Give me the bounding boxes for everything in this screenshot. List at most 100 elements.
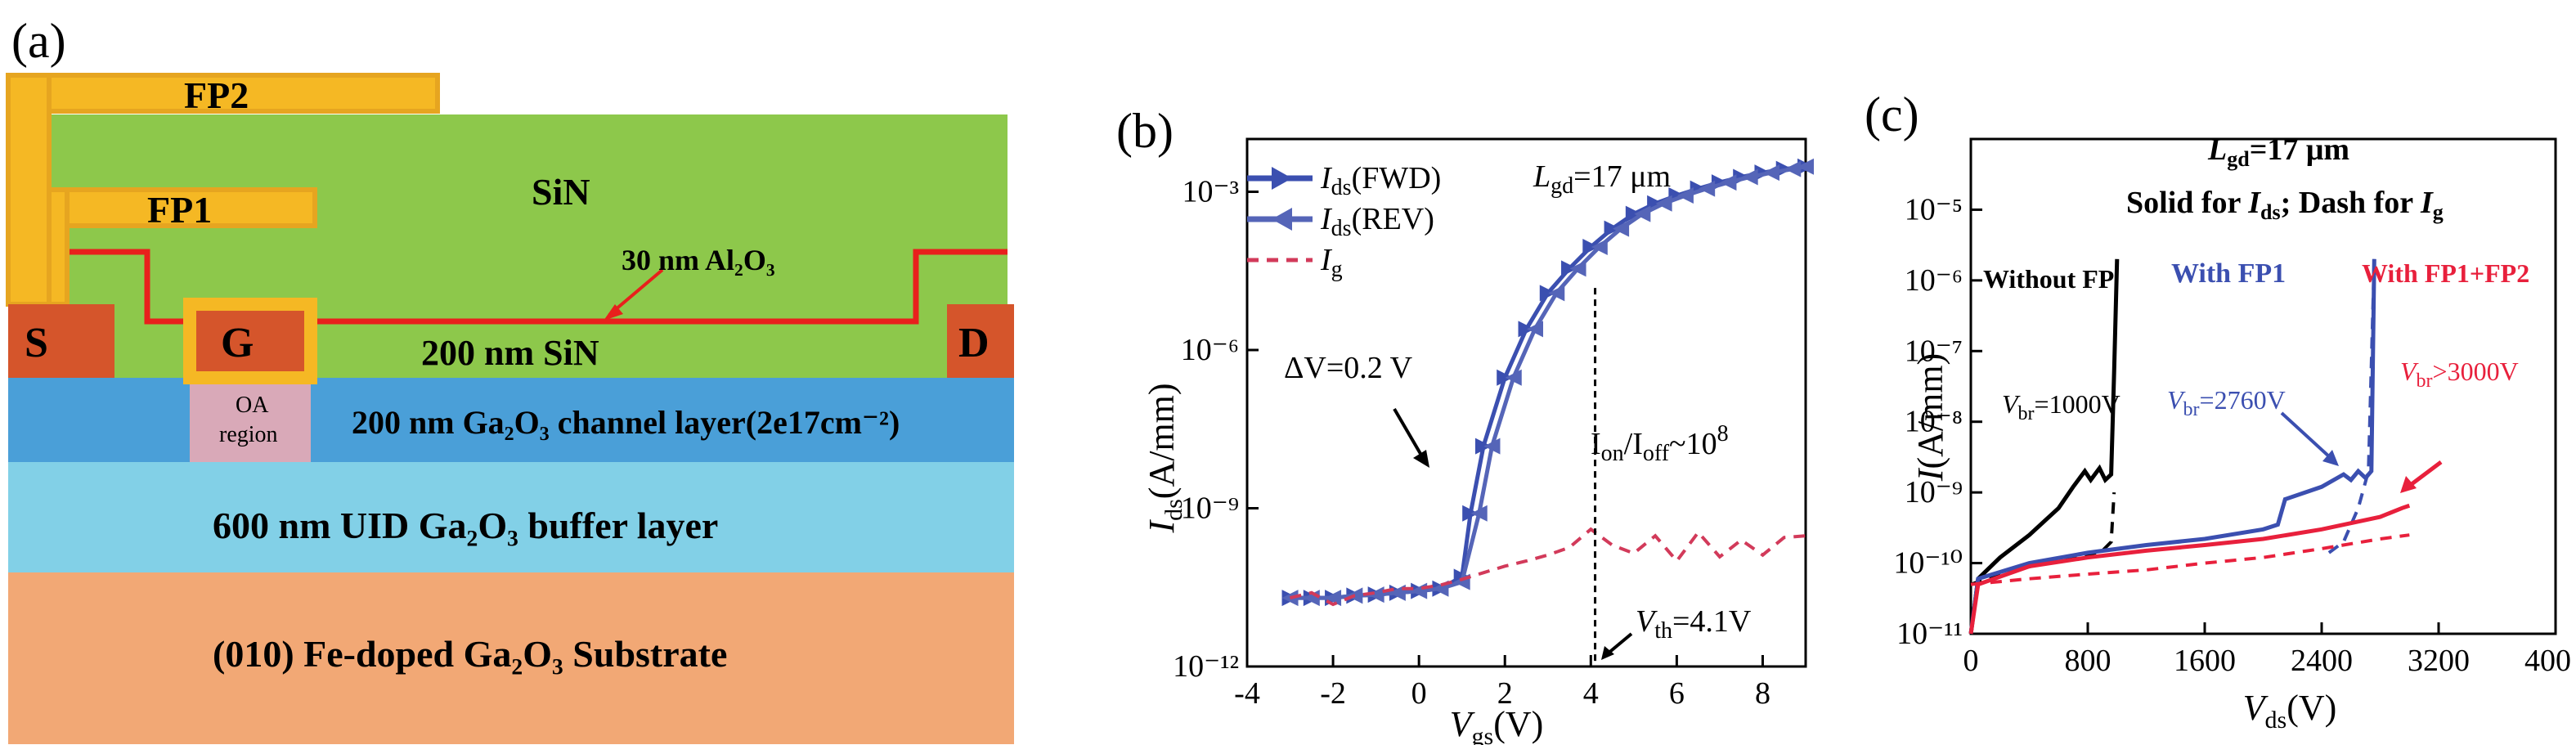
b-point-i-ds-fwd- bbox=[1462, 505, 1479, 522]
b-point-i-ds-rev- bbox=[1527, 321, 1544, 338]
b-point-i-ds-fwd- bbox=[1625, 205, 1642, 222]
sin-mid-label: 200 nm SiN bbox=[421, 333, 599, 373]
oa-label-1: OA bbox=[236, 393, 269, 418]
b-ytick-label: 10⁻⁹ bbox=[1181, 491, 1239, 526]
b-point-i-ds-rev- bbox=[1591, 238, 1608, 255]
b-ytick-label: 10⁻³ bbox=[1183, 175, 1239, 209]
b-point-i-ds-rev- bbox=[1720, 174, 1737, 191]
c-vbr3-label: Vbr>3000V bbox=[2400, 357, 2519, 392]
b-point-i-ds-rev- bbox=[1613, 220, 1630, 237]
device-cross-section: (a) FP2 FP1 SiN 30 nm Al₂O₃ S G D 200 nm… bbox=[6, 14, 1014, 744]
b-lgd-annotation: Lgd=17 μm bbox=[1533, 159, 1671, 199]
legend-fwd: Ids(FWD) bbox=[1320, 161, 1441, 200]
b-vth-annotation: Vth=4.1V bbox=[1636, 604, 1752, 644]
b-point-i-ds-rev- bbox=[1389, 584, 1406, 601]
channel-layer bbox=[8, 378, 1014, 462]
c-vbr2-pointer-head bbox=[2322, 450, 2339, 466]
c-ytick-label: 10⁻⁷ bbox=[1905, 334, 1963, 368]
b-point-i-ds-rev- bbox=[1762, 164, 1779, 182]
buffer-label: 600 nm UID Ga₂O₃ buffer layer bbox=[213, 505, 718, 546]
fp1-label: FP1 bbox=[147, 189, 212, 231]
b-point-i-ds-rev- bbox=[1470, 505, 1488, 522]
b-point-i-ds-rev- bbox=[1797, 158, 1814, 175]
c-ylabel: I(A/mm) bbox=[1910, 353, 1950, 482]
b-ytick-label: 10⁻¹² bbox=[1173, 649, 1239, 684]
oa-label-2: region bbox=[219, 422, 278, 447]
c-xtick-label: 0 bbox=[1963, 644, 1979, 678]
b-point-i-ds-rev- bbox=[1367, 586, 1384, 604]
b-point-i-ds-fwd- bbox=[1604, 220, 1621, 237]
b-xtick-label: 8 bbox=[1755, 676, 1770, 711]
c-xtick-label: 1600 bbox=[2174, 644, 2236, 678]
oa-region bbox=[190, 378, 311, 462]
b-point-i-ds-rev- bbox=[1784, 160, 1802, 177]
c-ytick-label: 10⁻⁵ bbox=[1905, 192, 1963, 227]
c-vbr1-label: Vbr=1000V bbox=[2002, 389, 2120, 424]
fp2-vertical bbox=[6, 73, 52, 307]
fp2-plate bbox=[6, 73, 440, 114]
c-vbr3-pointer-head bbox=[2400, 476, 2417, 493]
al2o3-arrow bbox=[608, 268, 664, 316]
c-plot-frame bbox=[1969, 137, 2557, 635]
b-point-i-ds-fwd- bbox=[1561, 260, 1578, 277]
gate-label: G bbox=[221, 320, 254, 366]
b-point-i-ds-rev- bbox=[1655, 195, 1672, 212]
b-series-i-g bbox=[1290, 527, 1806, 607]
b-vth-pointer bbox=[1605, 632, 1633, 656]
fp2-label: FP2 bbox=[184, 74, 249, 116]
sin-top-label: SiN bbox=[532, 171, 590, 213]
c-ytick-label: 10⁻¹¹ bbox=[1896, 617, 1963, 651]
b-point-i-ds-fwd- bbox=[1518, 321, 1535, 338]
c-xtick-label: 4000 bbox=[2524, 644, 2572, 678]
c-series-without-fp-i-g bbox=[1970, 491, 2116, 586]
c-ytick-label: 10⁻¹⁰ bbox=[1893, 546, 1963, 581]
c-xlabel: Vds(V) bbox=[2243, 688, 2337, 734]
al2o3-label: 30 nm Al₂O₃ bbox=[622, 244, 775, 276]
c-lgd-annotation: Lgd=17 μm bbox=[2207, 132, 2349, 171]
b-xlabel: Vgs(V) bbox=[1450, 704, 1544, 745]
b-legend: Ids(FWD) Ids(REV) Ig bbox=[1247, 161, 1441, 282]
source-label: S bbox=[25, 320, 48, 366]
transfer-chart: (b) -4 -2 0 2 4 6 8 10⁻¹² 10⁻⁹ 10⁻⁶ 10⁻³ Ids(A/mm)… bbox=[1116, 104, 1814, 745]
panel-a-label: (a) bbox=[11, 14, 66, 68]
c-solid-dash-annotation: Solid for Ids; Dash for Ig bbox=[2126, 186, 2444, 224]
b-point-i-ds-rev- bbox=[1483, 438, 1501, 455]
c-with-fp1fp2-label: With FP1+FP2 bbox=[2362, 258, 2529, 288]
b-xtick-label: -2 bbox=[1320, 676, 1346, 711]
substrate-label: (010) Fe-doped Ga₂O₃ Substrate bbox=[213, 633, 727, 675]
c-series-without-fp bbox=[1968, 258, 2120, 635]
b-plot-frame bbox=[1245, 137, 1807, 668]
drain-label: D bbox=[958, 320, 990, 366]
c-series-with-fp1-i-g bbox=[2327, 258, 2376, 554]
b-point-i-ds-rev- bbox=[1548, 285, 1565, 302]
fp1-plate bbox=[47, 187, 317, 228]
c-vbr2-label: Vbr=2760V bbox=[2167, 385, 2286, 420]
c-vbr3-pointer bbox=[2407, 460, 2443, 488]
b-point-i-ds-fwd- bbox=[1539, 285, 1556, 302]
b-dv-annotation: ΔV=0.2 V bbox=[1284, 351, 1413, 385]
b-dv-pointer-head bbox=[1413, 450, 1429, 468]
b-xtick-label: 6 bbox=[1669, 676, 1685, 711]
panel-b-label: (b) bbox=[1116, 104, 1174, 158]
c-without-fp-label: Without FP bbox=[1983, 264, 2114, 294]
b-point-i-ds-rev- bbox=[1569, 260, 1586, 277]
b-ytick-label: 10⁻⁶ bbox=[1181, 333, 1239, 367]
b-point-i-ds-rev- bbox=[1676, 187, 1694, 204]
fp1-vertical bbox=[47, 187, 70, 307]
b-point-i-ds-fwd- bbox=[1497, 369, 1514, 386]
buffer-layer bbox=[8, 462, 1014, 572]
channel-label: 200 nm Ga₂O₃ channel layer(2e17cm⁻²) bbox=[352, 404, 900, 441]
c-with-fp1-label: With FP1 bbox=[2171, 258, 2286, 289]
b-point-i-ds-rev- bbox=[1699, 180, 1716, 197]
gate-contact bbox=[183, 298, 317, 384]
c-vbr2-pointer bbox=[2280, 411, 2332, 460]
c-xtick-label: 3200 bbox=[2408, 644, 2470, 678]
b-point-i-ds-fwd- bbox=[1582, 238, 1600, 255]
b-xtick-label: 2 bbox=[1497, 676, 1513, 711]
substrate-layer bbox=[8, 572, 1014, 744]
c-series-with-fp1-fp2 bbox=[1968, 503, 2411, 635]
b-onoff-annotation: Ion/Ioff~108 bbox=[1591, 421, 1729, 466]
b-xtick-label: -4 bbox=[1234, 676, 1260, 711]
b-xtick-label: 4 bbox=[1583, 676, 1599, 711]
b-xtick-label: 0 bbox=[1411, 676, 1427, 711]
